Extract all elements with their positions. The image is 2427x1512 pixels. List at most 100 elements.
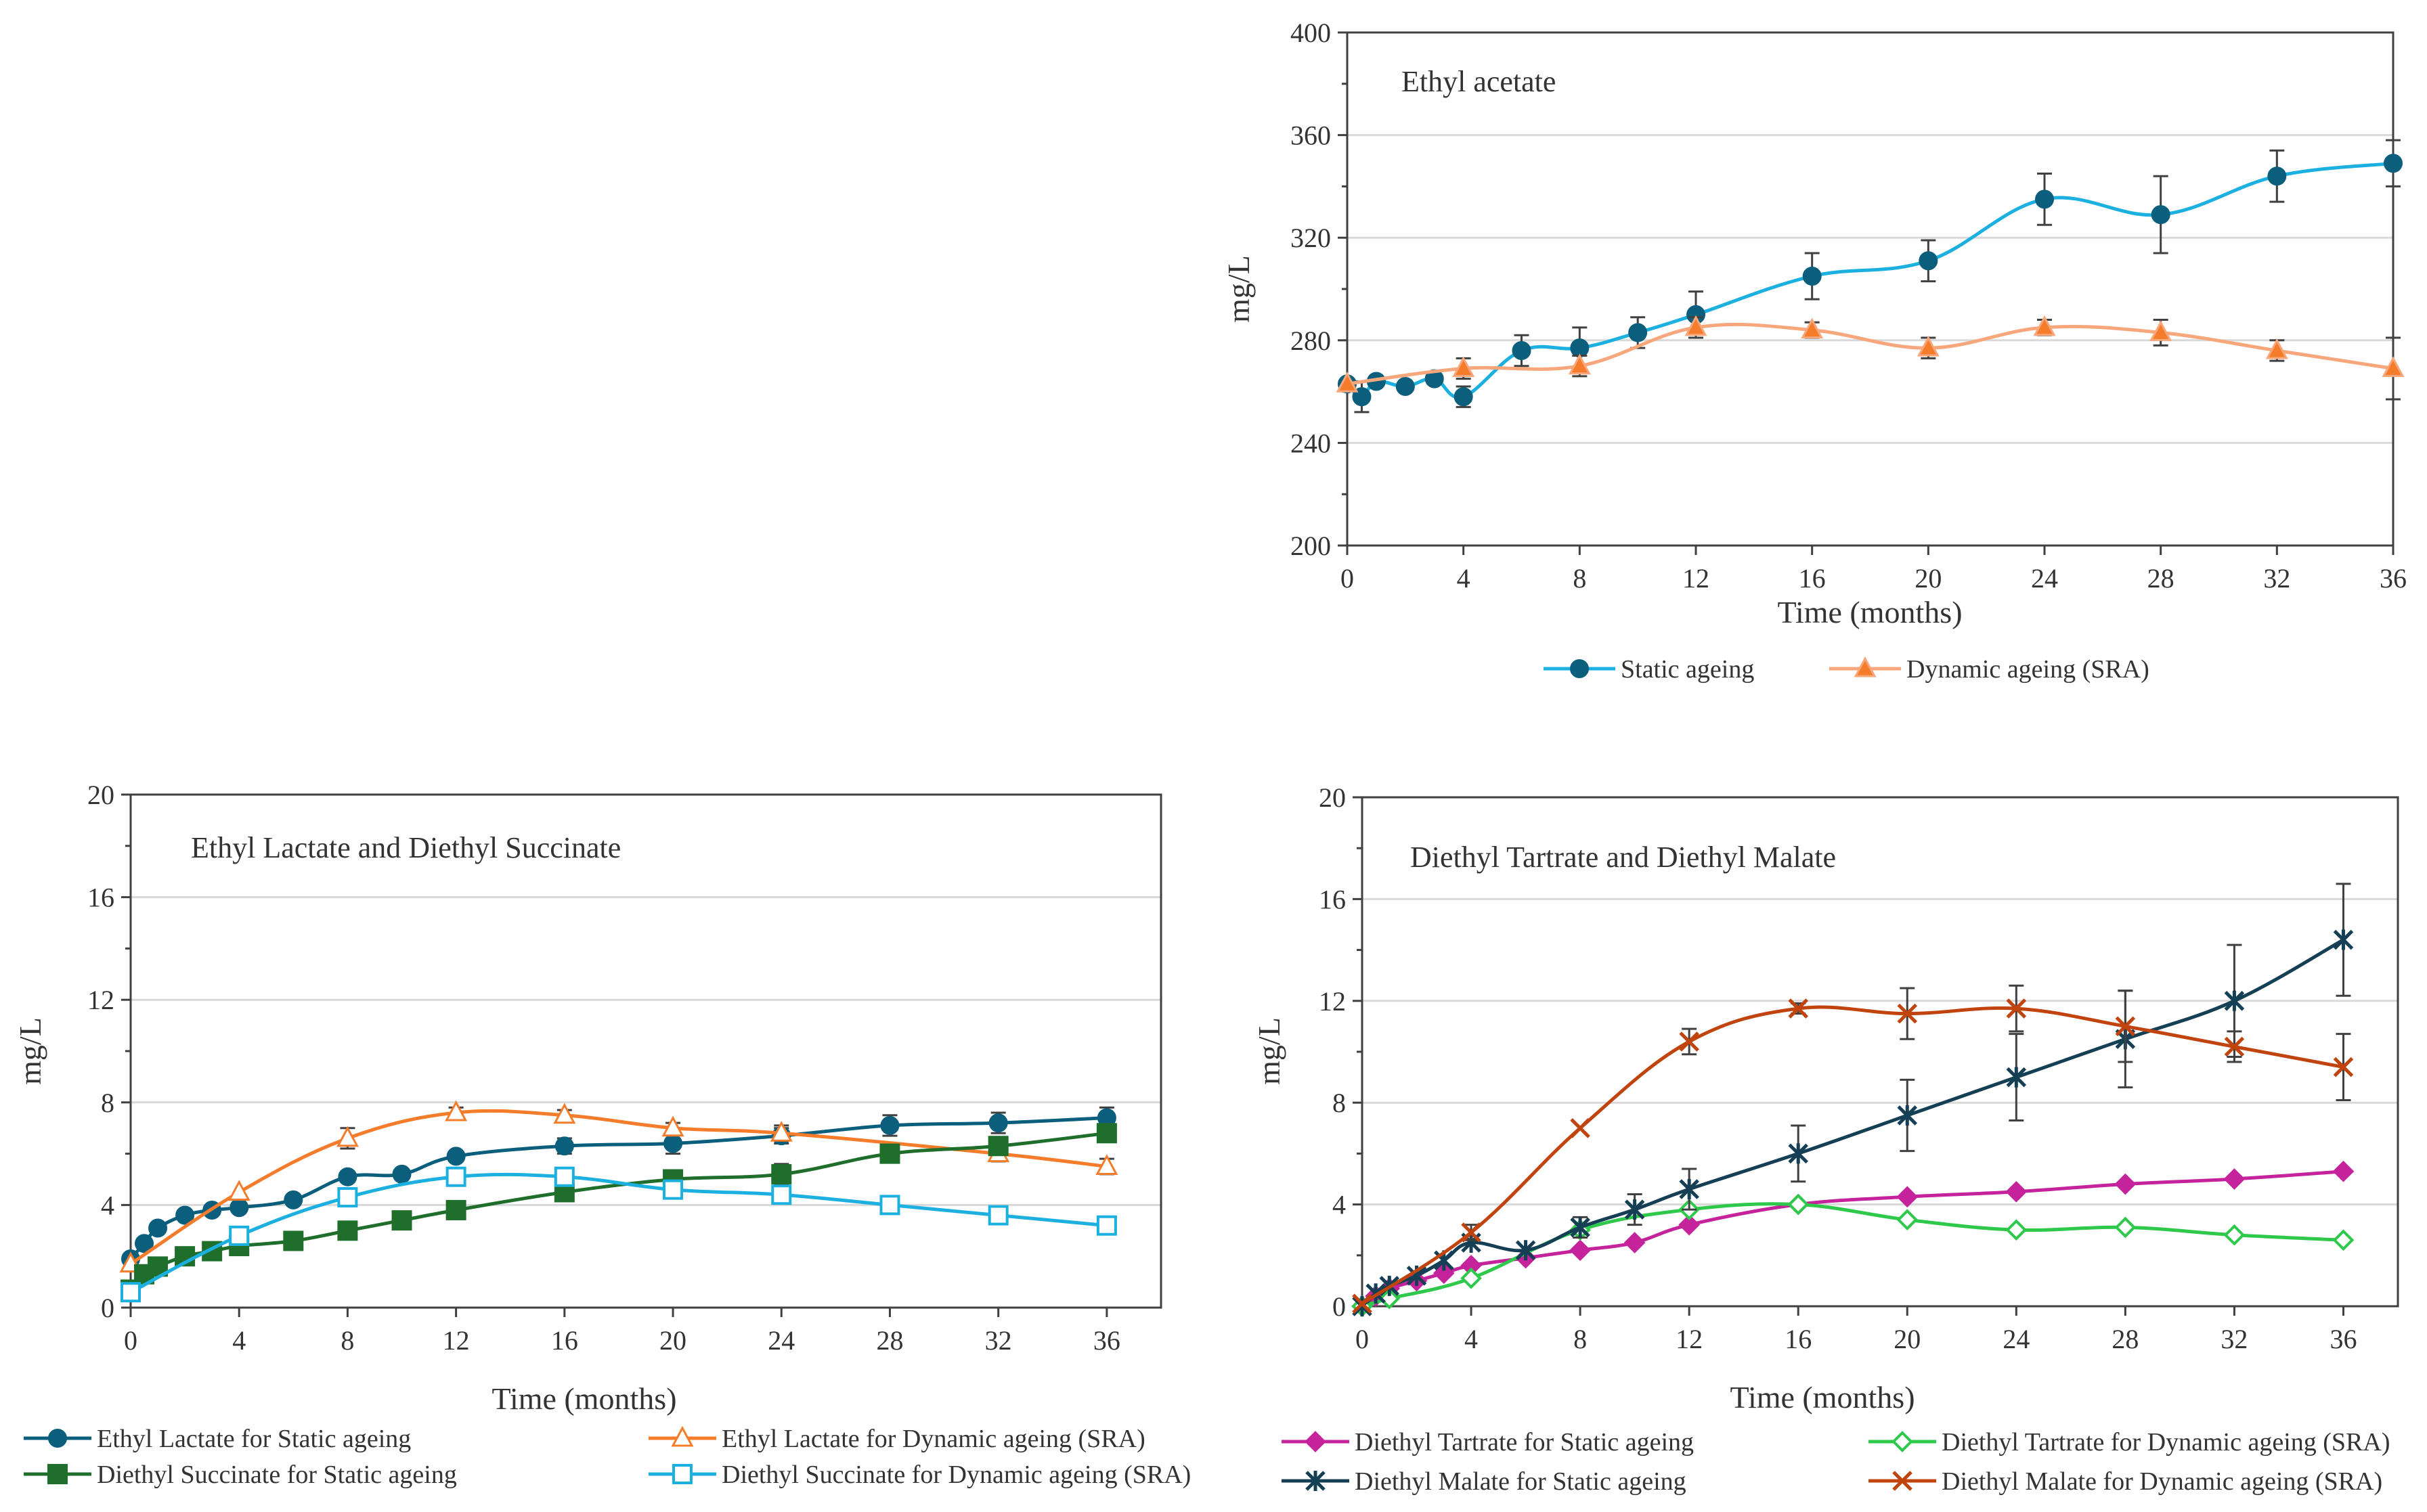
x-tick-label-lactate-9: 36	[1093, 1325, 1120, 1356]
series-line-lactate-3	[129, 1172, 1108, 1294]
y-tick-label-tartrate-5: 20	[1319, 782, 1346, 813]
data-point-lactate-0-7	[338, 1167, 357, 1186]
chart-title-acetate: Ethyl acetate	[1401, 65, 1556, 98]
data-point-tartrate-1-6	[1896, 1209, 1919, 1230]
series-tartrate-2	[1352, 883, 2354, 1316]
data-point-lactate-2-7	[337, 1220, 358, 1241]
legend-label-tartrate-0: Diethyl Tartrate for Static ageing	[1355, 1428, 1694, 1457]
data-point-acetate-1-2	[1568, 353, 1591, 375]
legend-entry-tartrate-3: Diethyl Malate for Dynamic ageing (SRA)	[1868, 1467, 2382, 1496]
x-tick-label-acetate-4: 16	[1799, 563, 1826, 594]
data-point-tartrate-0-15	[2332, 1160, 2355, 1182]
data-point-lactate-1-8	[1095, 1154, 1118, 1176]
data-point-tartrate-0-11	[1896, 1186, 1919, 1208]
series-lactate-1	[119, 1100, 1118, 1273]
data-point-lactate-2-8	[391, 1210, 412, 1231]
x-tick-label-tartrate-9: 36	[2330, 1324, 2357, 1354]
x-axis-title-lactate: Time (months)	[491, 1381, 676, 1416]
x-tick-label-lactate-8: 32	[985, 1325, 1012, 1356]
data-point-lactate-0-3	[175, 1205, 195, 1225]
data-point-tartrate-3-8	[2224, 1036, 2245, 1057]
y-tick-label-acetate-5: 400	[1290, 18, 1331, 48]
series-line-tartrate-1	[1361, 1202, 2344, 1308]
x-tick-label-tartrate-7: 28	[2112, 1324, 2139, 1354]
data-point-lactate-3-1	[229, 1225, 250, 1246]
y-tick-label-lactate-2: 8	[101, 1088, 114, 1118]
x-tick-label-acetate-9: 36	[2380, 563, 2407, 594]
data-point-tartrate-0-13	[2114, 1173, 2137, 1195]
y-tick-label-lactate-1: 4	[101, 1190, 114, 1220]
legend-entry-lactate-3: Diethyl Succinate for Dynamic ageing (SR…	[649, 1461, 1191, 1489]
series-line-acetate-0	[1346, 161, 2394, 399]
x-tick-label-lactate-1: 4	[232, 1325, 246, 1356]
y-tick-label-acetate-2: 280	[1290, 326, 1331, 356]
data-point-acetate-0-11	[1919, 251, 1938, 271]
data-point-lactate-1-5	[661, 1115, 684, 1137]
y-tick-label-lactate-0: 0	[101, 1293, 114, 1323]
data-point-lactate-1-6	[770, 1121, 793, 1142]
data-point-lactate-0-5	[229, 1198, 249, 1218]
x-tick-label-lactate-5: 20	[659, 1325, 686, 1356]
y-tick-label-lactate-4: 16	[87, 883, 114, 913]
data-point-lactate-0-10	[554, 1136, 574, 1156]
chart-title-tartrate: Diethyl Tartrate and Diethyl Malate	[1410, 841, 1836, 874]
series-line-lactate-1	[129, 1109, 1108, 1266]
data-point-tartrate-1-7	[2005, 1219, 2028, 1241]
data-point-lactate-0-6	[284, 1190, 303, 1209]
legend-label-lactate-1: Ethyl Lactate for Dynamic ageing (SRA)	[722, 1425, 1145, 1453]
y-tick-label-acetate-1: 240	[1290, 428, 1331, 458]
x-tick-label-lactate-2: 8	[341, 1325, 354, 1356]
data-point-lactate-2-14	[988, 1136, 1009, 1157]
series-line-tartrate-3	[1361, 1005, 2344, 1306]
data-point-acetate-0-8	[1628, 323, 1648, 342]
legend-entry-lactate-1: Ethyl Lactate for Dynamic ageing (SRA)	[649, 1425, 1145, 1453]
x-tick-label-tartrate-2: 8	[1573, 1324, 1587, 1354]
x-tick-label-acetate-6: 24	[2031, 563, 2058, 594]
y-tick-label-lactate-3: 12	[87, 985, 114, 1015]
data-point-lactate-0-13	[880, 1115, 900, 1135]
data-point-lactate-1-4	[553, 1103, 576, 1124]
data-point-lactate-3-5	[663, 1179, 684, 1200]
x-tick-label-lactate-4: 16	[551, 1325, 578, 1356]
data-point-tartrate-2-10	[1788, 1143, 1808, 1164]
chart-tartrate: 0 4 8 12 16 20 0 4 8 12 16 20 24 28 32 36 Time (months) m…	[1252, 782, 2399, 1496]
data-point-acetate-0-15	[2384, 154, 2403, 173]
data-point-acetate-0-6	[1512, 340, 1531, 360]
data-point-acetate-0-10	[1802, 267, 1822, 286]
x-tick-label-lactate-0: 0	[124, 1325, 137, 1356]
data-point-tartrate-1-1	[1378, 1287, 1401, 1310]
legend-marker-lactate-2	[47, 1464, 68, 1484]
legend-entry-acetate-0: Static ageing	[1544, 655, 1754, 684]
data-point-tartrate-3-0	[1352, 1293, 1372, 1314]
data-point-acetate-0-5	[1453, 387, 1473, 407]
data-point-lactate-1-2	[336, 1126, 359, 1147]
series-line-tartrate-2	[1361, 938, 2344, 1308]
data-point-tartrate-0-4	[1433, 1262, 1455, 1284]
data-point-acetate-1-1	[1452, 356, 1475, 377]
data-point-tartrate-1-5	[1787, 1193, 1810, 1216]
data-point-lactate-0-1	[135, 1234, 154, 1253]
chart-lactate: 0 4 8 12 16 20 0 4 8 12 16 20 24 28 32 36 Time (months) m…	[13, 780, 1191, 1489]
data-point-lactate-2-4	[202, 1241, 223, 1262]
x-tick-label-tartrate-0: 0	[1355, 1324, 1369, 1354]
x-tick-label-tartrate-5: 20	[1894, 1324, 1921, 1354]
data-point-acetate-0-13	[2151, 205, 2170, 225]
y-tick-label-acetate-3: 320	[1290, 223, 1331, 253]
legend-entry-tartrate-1: Diethyl Tartrate for Dynamic ageing (SRA…	[1868, 1428, 2390, 1457]
data-point-acetate-1-8	[2265, 338, 2288, 359]
data-point-lactate-3-6	[771, 1184, 792, 1205]
data-point-tartrate-2-8	[1624, 1199, 1645, 1220]
x-tick-label-tartrate-3: 12	[1676, 1324, 1703, 1354]
data-point-tartrate-3-7	[2115, 1016, 2136, 1037]
data-point-lactate-3-3	[445, 1166, 466, 1187]
data-point-acetate-1-6	[2033, 315, 2056, 336]
legend-marker-lactate-0	[48, 1429, 67, 1448]
data-point-lactate-3-9	[1096, 1215, 1117, 1236]
data-point-lactate-3-2	[337, 1187, 358, 1208]
series-tartrate-0	[1351, 1160, 2355, 1317]
x-tick-label-acetate-5: 20	[1915, 563, 1942, 594]
y-tick-label-acetate-4: 360	[1290, 120, 1331, 151]
x-tick-label-tartrate-1: 4	[1464, 1324, 1478, 1354]
data-point-tartrate-1-2	[1460, 1267, 1482, 1289]
data-point-acetate-0-3	[1395, 377, 1415, 397]
